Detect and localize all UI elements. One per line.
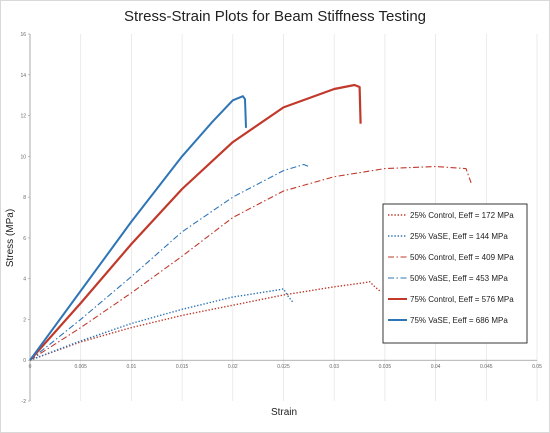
x-tick-label: 0.01 [127, 364, 137, 370]
x-tick-label: 0.04 [431, 364, 441, 370]
y-tick-label: 6 [23, 236, 26, 242]
x-tick-label: 0.03 [329, 364, 339, 370]
y-tick-label: 14 [20, 73, 26, 79]
y-tick-label: -2 [22, 399, 27, 405]
x-tick-label: 0.05 [532, 364, 542, 370]
series-lines [29, 83, 472, 361]
series-line-2 [29, 165, 472, 361]
y-tick-label: 2 [23, 317, 26, 323]
x-tick-label: 0.025 [277, 364, 290, 370]
legend-entry: 25% VaSE, Eeff = 144 MPa [410, 232, 508, 241]
legend-entry: 50% Control, Eeff = 409 MPa [410, 253, 514, 262]
legend-entry: 75% Control, Eeff = 576 MPa [410, 295, 514, 304]
x-tick-label: 0.045 [480, 364, 493, 370]
chart-title: Stress-Strain Plots for Beam Stiffness T… [123, 8, 427, 25]
y-tick-label: 10 [20, 154, 26, 160]
legend-entry: 25% Control, Eeff = 172 MPa [410, 211, 514, 220]
y-tick-label: 4 [23, 277, 26, 283]
legend-entry: 75% VaSE, Eeff = 686 MPa [410, 316, 508, 325]
y-tick-label: 16 [20, 32, 26, 38]
series-line-1 [29, 288, 295, 361]
axes: 0 0.005 0.01 0.015 0.02 0.025 0.03 0.035 0.04 0.0… [20, 32, 542, 405]
x-tick-label: 0.005 [74, 364, 87, 370]
series-line-5 [29, 95, 247, 361]
y-axis-title: Stress (MPa) [5, 209, 16, 267]
series-line-0 [29, 281, 381, 361]
x-tick-label: 0.02 [228, 364, 238, 370]
y-tick-label: 12 [20, 114, 26, 120]
y-tick-label: 0 [23, 358, 26, 364]
x-tick-label: 0.015 [176, 364, 189, 370]
y-tick-label: 8 [23, 195, 26, 201]
series-line-4 [29, 83, 362, 361]
series-line-3 [29, 163, 310, 361]
legend: 25% Control, Eeff = 172 MPa 25% VaSE, Eef… [382, 203, 528, 344]
x-tick-label: 0.035 [379, 364, 392, 370]
x-axis-title: Strain [271, 407, 297, 418]
legend-entry: 50% VaSE, Eeff = 453 MPa [410, 274, 508, 283]
